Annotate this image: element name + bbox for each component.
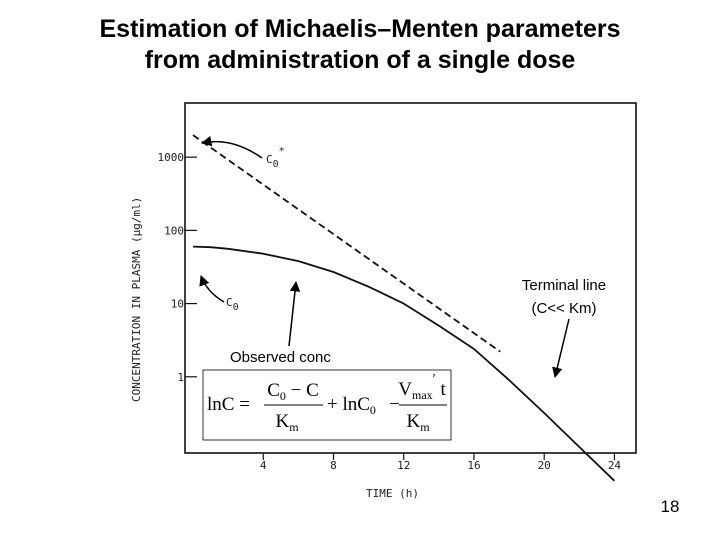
c0-arrow <box>199 275 225 303</box>
equation-box: lnC = C0 − C Km + lnC0 − Vmax′ t Km <box>202 369 452 441</box>
c0-annotation: C0 <box>199 275 239 313</box>
terminal-line-annotation: Terminal line (C<< Km) <box>522 277 606 379</box>
slide-title-line-1: Estimation of Michaelis–Menten parameter… <box>99 15 621 43</box>
x-tick-label: 12 <box>397 459 410 472</box>
equation-frac2-numerator: Vmax′ t <box>398 372 446 402</box>
observed-annotation: Observed conc <box>230 280 331 366</box>
terminal-line-arrow <box>552 318 570 379</box>
equation-middle: + lnC0 <box>327 394 376 417</box>
equation-frac1-numerator: C0 − C <box>267 380 319 403</box>
page-number: 18 <box>660 497 680 516</box>
c0-star-annotation: C0* <box>200 136 285 170</box>
ticks-layer: 4 8 12 16 20 24 1 10 100 1000 <box>158 151 622 472</box>
series-layer <box>192 134 616 482</box>
c0-star-arrow <box>200 136 263 159</box>
terminal-line-condition: (C<< Km) <box>531 300 596 317</box>
equation-minus: − <box>389 394 400 415</box>
c0-star-label: C0* <box>266 146 285 170</box>
x-tick-label: 24 <box>608 459 622 472</box>
y-axis-label: CONCENTRATION IN PLASMA (µg/ml) <box>130 197 143 402</box>
equation-frac2-denominator: Km <box>406 411 430 434</box>
observed-label: Observed conc <box>230 349 331 366</box>
y-tick-label: 1000 <box>158 151 185 164</box>
c0-label: C0 <box>226 296 239 313</box>
x-tick-label: 16 <box>467 459 480 472</box>
equation-lhs: lnC = <box>207 394 250 415</box>
series-extrapolated-line <box>192 134 501 353</box>
y-tick-label: 100 <box>164 224 184 237</box>
slide-title-line-2: from administration of a single dose <box>144 46 576 74</box>
x-tick-label: 4 <box>260 459 267 472</box>
equation-frac1-denominator: Km <box>275 411 299 434</box>
terminal-line-label: Terminal line <box>522 277 606 294</box>
y-tick-label: 10 <box>171 298 184 311</box>
y-tick-label: 1 <box>177 371 184 384</box>
series-observed-curve <box>192 245 616 482</box>
observed-arrow <box>288 280 301 347</box>
slide-title: Estimation of Michaelis–Menten parameter… <box>0 14 720 76</box>
x-axis-label: TIME (h) <box>366 487 419 500</box>
x-tick-label: 8 <box>330 459 337 472</box>
x-tick-label: 20 <box>538 459 551 472</box>
